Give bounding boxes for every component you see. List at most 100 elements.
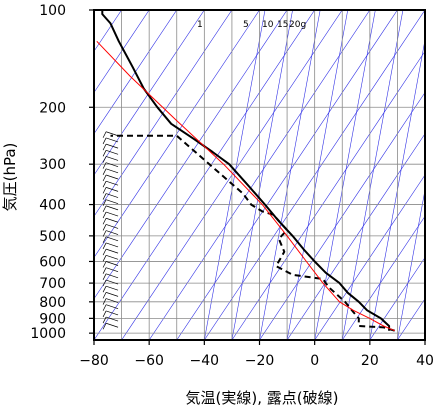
y-tick-label: 400 xyxy=(39,198,66,214)
wind-barb xyxy=(102,316,107,324)
wind-barb xyxy=(105,292,119,297)
wind-barb xyxy=(105,316,119,322)
wind-barb xyxy=(102,279,107,287)
dewpoint-profile xyxy=(110,134,395,332)
wind-barb xyxy=(105,187,119,192)
wind-barb xyxy=(102,298,107,305)
isopleth-line xyxy=(204,10,266,340)
wind-barb xyxy=(102,261,107,268)
x-tick-label: 40 xyxy=(416,353,434,369)
mix-label-10: 10 xyxy=(262,20,274,30)
x-tick-label: −20 xyxy=(245,353,275,369)
wind-barb xyxy=(105,149,119,155)
temperature-profile xyxy=(101,10,391,331)
mix-label-1: 1 xyxy=(197,20,203,30)
isopleth-line xyxy=(94,10,177,135)
wind-barb xyxy=(102,230,107,237)
parcel-curve xyxy=(96,40,395,332)
grid-lines xyxy=(94,9,425,340)
mix-label-15: 15 xyxy=(277,20,288,30)
wind-barb xyxy=(105,254,119,260)
wind-barb xyxy=(105,304,119,310)
wind-barb xyxy=(102,255,107,262)
wind-barb xyxy=(105,298,119,303)
wind-barb xyxy=(105,156,119,161)
wind-barb xyxy=(102,292,107,299)
wind-barb xyxy=(102,187,107,194)
wind-barb xyxy=(102,267,107,274)
wind-barb xyxy=(105,279,119,285)
x-tick-label: 0 xyxy=(310,353,319,369)
mixing-ratio-labels: 1 5 10 15 20g xyxy=(197,20,306,30)
y-tick-label: 1000 xyxy=(30,326,66,342)
wind-barb xyxy=(105,211,119,217)
wind-barb xyxy=(102,137,107,145)
wind-barb xyxy=(102,273,107,280)
series-lines xyxy=(96,10,395,332)
wind-barb xyxy=(102,323,107,330)
wind-barb xyxy=(105,224,119,229)
wind-barb xyxy=(102,224,107,231)
isopleth-line xyxy=(424,339,425,340)
wind-barb xyxy=(102,168,107,175)
wind-barb xyxy=(102,199,107,206)
wind-barb xyxy=(105,236,119,242)
mix-label-5: 5 xyxy=(243,20,249,30)
wind-barb xyxy=(105,261,119,266)
x-axis-title: 気温(実線), 露点(破線) xyxy=(186,389,339,407)
wind-barb xyxy=(105,180,119,186)
wind-barb xyxy=(105,242,119,248)
isopleth-line xyxy=(286,10,349,340)
x-tick-label: −60 xyxy=(134,353,164,369)
wind-barb xyxy=(102,131,107,138)
wind-barb xyxy=(105,217,119,223)
wind-barb xyxy=(102,211,107,219)
isopleth-line xyxy=(397,188,425,340)
x-tick-label: −40 xyxy=(190,353,220,369)
wind-barb xyxy=(105,273,119,279)
wind-barb xyxy=(102,310,107,318)
wind-barb xyxy=(102,181,107,188)
wind-barb xyxy=(102,143,107,151)
y-tick-label: 600 xyxy=(39,254,66,270)
x-tick-label: 20 xyxy=(361,353,379,369)
wind-barb xyxy=(105,205,119,211)
mix-label-20g: 20g xyxy=(289,20,306,30)
y-tick-label: 200 xyxy=(39,100,66,116)
wind-barb xyxy=(105,267,119,272)
wind-barb xyxy=(105,310,119,316)
wind-barb xyxy=(102,174,107,182)
wind-barb xyxy=(102,162,107,169)
wind-barb xyxy=(102,193,107,200)
y-axis-title: 気圧(hPa) xyxy=(1,143,19,212)
y-tick-label: 900 xyxy=(39,311,66,327)
wind-barb xyxy=(105,174,119,180)
wind-barb xyxy=(105,143,119,149)
wind-barb xyxy=(102,236,107,243)
isopleth-line xyxy=(369,38,425,340)
wind-barb xyxy=(105,137,119,143)
wind-barb xyxy=(102,205,107,213)
wind-barb xyxy=(102,286,107,293)
wind-barb xyxy=(105,322,119,328)
isopleth-line xyxy=(369,256,425,340)
wind-barb xyxy=(102,156,107,163)
wind-barb xyxy=(105,162,119,167)
x-axis-ticks: −80 −60 −40 −20 0 20 40 xyxy=(79,340,434,369)
wind-barb xyxy=(102,150,107,157)
wind-barb xyxy=(102,242,107,250)
isopleth-line xyxy=(94,10,205,176)
y-tick-label: 500 xyxy=(39,229,66,245)
isopleth-line xyxy=(259,10,321,340)
isopleth-line xyxy=(231,10,293,340)
isopleth-line xyxy=(424,338,425,340)
wind-barbs xyxy=(102,131,119,330)
y-tick-label: 700 xyxy=(39,276,66,292)
wind-barb xyxy=(102,304,107,311)
isopleth-line xyxy=(342,215,425,340)
wind-barb xyxy=(105,285,119,291)
y-tick-label: 100 xyxy=(39,3,66,19)
wind-barb xyxy=(105,131,119,137)
